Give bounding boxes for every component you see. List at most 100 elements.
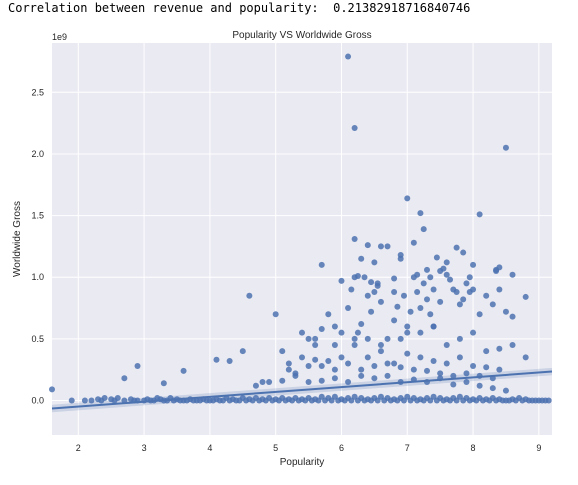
data-point — [463, 370, 470, 377]
x-axis-label: Popularity — [280, 457, 324, 468]
data-point — [312, 335, 319, 342]
data-point — [331, 342, 338, 349]
data-point — [338, 277, 345, 284]
data-point — [368, 308, 375, 315]
data-point — [49, 386, 55, 393]
data-point — [259, 378, 266, 385]
data-point — [318, 362, 325, 369]
data-point — [391, 360, 398, 367]
data-point — [400, 292, 407, 299]
x-tick-labels: 2 3 4 5 6 7 8 9 — [76, 443, 542, 453]
data-point — [305, 335, 312, 342]
data-point — [160, 380, 167, 387]
data-point — [358, 372, 365, 379]
data-point — [437, 298, 444, 305]
x-tick-label: 2 — [76, 443, 81, 453]
data-point — [456, 354, 463, 361]
data-point — [351, 335, 358, 342]
data-point — [354, 329, 361, 336]
data-point — [364, 242, 371, 249]
data-point — [509, 271, 516, 278]
data-point — [180, 367, 187, 374]
data-point — [351, 342, 358, 349]
x-tick-label: 6 — [339, 443, 344, 453]
y-tick-label: 2.0 — [31, 149, 44, 159]
data-point — [292, 372, 299, 379]
data-point — [424, 296, 430, 303]
data-point — [483, 292, 490, 299]
data-point — [351, 236, 358, 242]
data-point — [420, 226, 427, 233]
data-point — [470, 286, 477, 293]
data-point — [354, 272, 361, 279]
data-point — [272, 311, 279, 318]
data-point — [345, 305, 352, 312]
data-point — [325, 311, 332, 318]
data-point — [391, 317, 398, 324]
data-point — [470, 362, 477, 369]
data-point — [384, 360, 391, 367]
data-point — [121, 375, 128, 382]
data-point — [456, 301, 463, 308]
data-points — [49, 53, 552, 404]
data-point — [371, 375, 378, 382]
data-point — [493, 268, 500, 275]
data-point — [121, 397, 128, 404]
data-point — [312, 342, 319, 349]
data-point — [397, 255, 404, 262]
data-point — [348, 286, 355, 293]
y-tick-label: 2.5 — [31, 87, 44, 97]
data-point — [239, 348, 246, 355]
data-point — [377, 243, 384, 250]
data-point — [424, 367, 430, 374]
data-point — [345, 360, 352, 367]
data-point — [318, 377, 325, 384]
data-point — [489, 301, 496, 308]
data-point — [483, 364, 490, 371]
data-point — [364, 354, 371, 361]
data-point — [417, 305, 424, 312]
data-point — [450, 381, 457, 388]
y-axis-label: Worldwide Gross — [12, 201, 23, 277]
data-point — [391, 289, 398, 296]
data-point — [460, 296, 467, 303]
data-point — [364, 292, 371, 299]
data-point — [443, 259, 450, 266]
data-point — [361, 274, 368, 281]
data-point — [331, 323, 338, 330]
data-point — [397, 335, 404, 342]
data-point — [345, 378, 352, 385]
data-point — [466, 274, 473, 281]
data-point — [443, 271, 450, 278]
data-point — [470, 261, 477, 268]
data-point — [391, 275, 398, 282]
regression-line-group — [51, 370, 553, 410]
data-point — [404, 329, 411, 336]
data-point — [440, 265, 447, 272]
data-point — [285, 360, 292, 367]
data-point — [424, 266, 430, 273]
data-point — [279, 377, 286, 384]
data-point — [404, 195, 411, 202]
data-point — [502, 144, 509, 151]
data-point — [509, 342, 516, 349]
data-point — [483, 348, 490, 355]
data-point — [496, 286, 503, 293]
data-point — [299, 329, 305, 336]
x-tick-label: 7 — [405, 443, 410, 453]
data-point — [460, 249, 467, 256]
y-offset-label: 1e9 — [52, 32, 67, 42]
data-point — [437, 370, 444, 377]
data-point — [427, 311, 434, 318]
data-point — [384, 335, 391, 342]
data-point — [417, 354, 424, 361]
data-point — [453, 244, 460, 251]
data-point — [331, 375, 338, 382]
y-tick-label: 1.5 — [31, 211, 44, 221]
data-point — [384, 243, 391, 250]
data-point — [476, 311, 483, 318]
data-point — [358, 255, 365, 262]
data-point — [456, 335, 463, 342]
data-point — [407, 308, 414, 315]
data-point — [384, 372, 391, 379]
